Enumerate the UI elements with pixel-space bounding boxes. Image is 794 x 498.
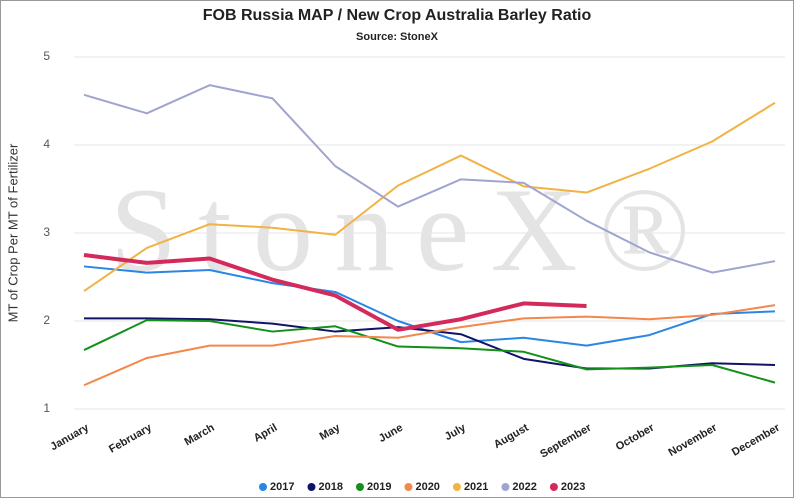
y-tick-label: 1: [43, 401, 50, 415]
legend-marker: [259, 483, 267, 491]
legend-label: 2022: [512, 481, 536, 493]
y-tick-label: 4: [43, 137, 50, 151]
chart-title: FOB Russia MAP / New Crop Australia Barl…: [203, 7, 592, 24]
legend-marker: [452, 483, 461, 491]
series-line: [83, 101, 776, 292]
series-line: [83, 304, 776, 387]
y-tick-label: 3: [43, 225, 50, 239]
legend-marker: [307, 483, 316, 491]
legend-label: 2019: [367, 481, 391, 493]
series-line: [83, 84, 776, 274]
legend-marker: [404, 483, 413, 491]
y-tick-label: 5: [43, 49, 50, 63]
series-line: [83, 253, 587, 332]
y-tick-label: 2: [43, 313, 50, 327]
legend-marker: [355, 483, 364, 491]
legend-label: 2020: [415, 481, 439, 493]
legend-marker: [549, 483, 558, 491]
chart-subtitle: Source: StoneX: [356, 31, 439, 43]
legend-label: 2018: [318, 481, 342, 493]
legend-marker: [501, 483, 510, 491]
legend-label: 2021: [464, 481, 488, 493]
series-line: [83, 319, 776, 384]
legend-label: 2017: [270, 481, 294, 493]
legend-label: 2023: [561, 481, 585, 493]
y-axis-label: MT of Crop Per MT of Fertilizer: [5, 143, 20, 322]
